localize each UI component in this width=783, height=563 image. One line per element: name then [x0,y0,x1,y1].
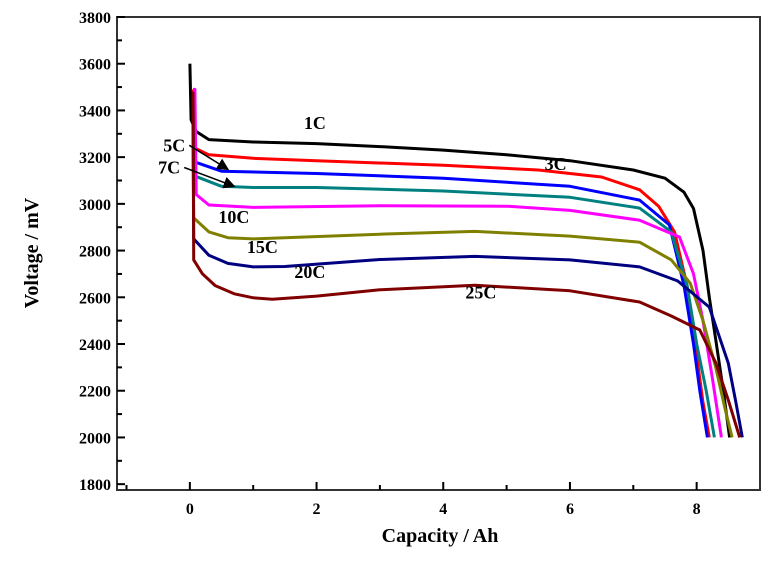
series-line-25C [191,91,742,438]
y-axis-label: Voltage / mV [21,197,43,308]
x-tick-label: 4 [439,501,447,518]
y-tick-label: 3800 [79,10,111,27]
y-tick-label: 2400 [79,337,111,354]
y-tick-label: 2800 [79,244,111,261]
series-label-5C: 5C [163,135,185,155]
series-label-7C: 7C [158,157,180,177]
x-tick-label: 6 [566,501,574,518]
y-tick-label: 3600 [79,57,111,74]
series-label-1C: 1C [304,113,326,133]
series-label-25C: 25C [465,282,496,302]
x-tick-label: 0 [186,501,194,518]
y-tick-label: 3200 [79,150,111,167]
series-group [188,63,744,438]
x-axis: 0 2 4 6 8 [125,482,701,518]
y-tick-label: 2200 [79,384,111,401]
series-label-3C: 3C [545,154,567,174]
series-label-10C: 10C [218,207,249,227]
series-line-7C [191,94,716,438]
y-tick-label: 2600 [79,290,111,307]
x-axis-label: Capacity / Ah [382,525,499,547]
x-tick-label: 2 [313,501,321,518]
annotation-arrow-7C [183,166,236,189]
annotation-arrow-5C [188,144,230,171]
y-tick-label: 3000 [79,197,111,214]
x-tick-label: 8 [693,501,701,518]
plot-frame [116,16,761,491]
series-label-15C: 15C [247,237,278,257]
y-tick-label: 3400 [79,103,111,120]
y-tick-label: 1800 [79,477,111,494]
y-axis: 1800 2000 2200 2400 2600 2800 3000 3200 3400 3600… [79,10,125,494]
series-line-20C [191,96,744,438]
series-line-1C [188,63,732,438]
y-tick-label: 2000 [79,430,111,447]
series-label-20C: 20C [294,262,325,282]
